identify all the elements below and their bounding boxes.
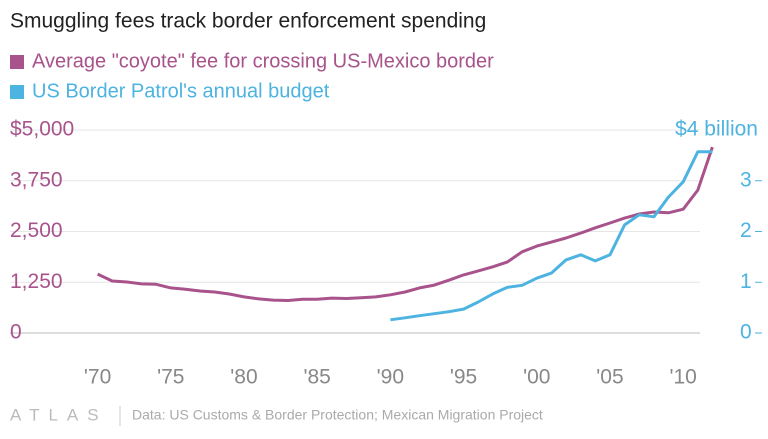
y-tick-label: 0	[10, 321, 22, 344]
x-tick-label: '70	[84, 366, 111, 389]
y-tick-label: 3,750	[10, 168, 63, 191]
source: Data: US Customs & Border Protection; Me…	[132, 407, 543, 423]
y-tick-label: 1,250	[10, 270, 63, 293]
chart-title: Smuggling fees track border enforcement …	[10, 10, 486, 33]
x-tick-label: '85	[303, 366, 330, 389]
series-line	[96, 146, 714, 302]
series-line	[390, 150, 713, 322]
y2-tick-label: $4 billion	[675, 118, 758, 141]
legend-label: Average "coyote" fee for crossing US-Mex…	[32, 50, 494, 72]
y-tick-label: $5,000	[10, 118, 74, 141]
x-tick-label: '10	[669, 366, 696, 389]
y2-tick-label: 0	[740, 321, 752, 344]
y2-tick-label: 1	[740, 270, 752, 293]
x-tick-label: '00	[523, 366, 550, 389]
y2-tick-label: 2	[740, 219, 752, 242]
y-tick-label: 2,500	[10, 219, 63, 242]
x-tick-label: '80	[230, 366, 257, 389]
x-tick-label: '75	[157, 366, 184, 389]
legend-label: US Border Patrol's annual budget	[32, 80, 330, 102]
brand: ATLAS	[10, 405, 108, 424]
x-tick-label: '95	[450, 366, 477, 389]
x-tick-label: '05	[596, 366, 623, 389]
x-tick-label: '90	[377, 366, 404, 389]
legend-swatch	[10, 85, 24, 99]
y2-tick-label: 3	[740, 168, 752, 191]
legend-swatch	[10, 55, 24, 69]
